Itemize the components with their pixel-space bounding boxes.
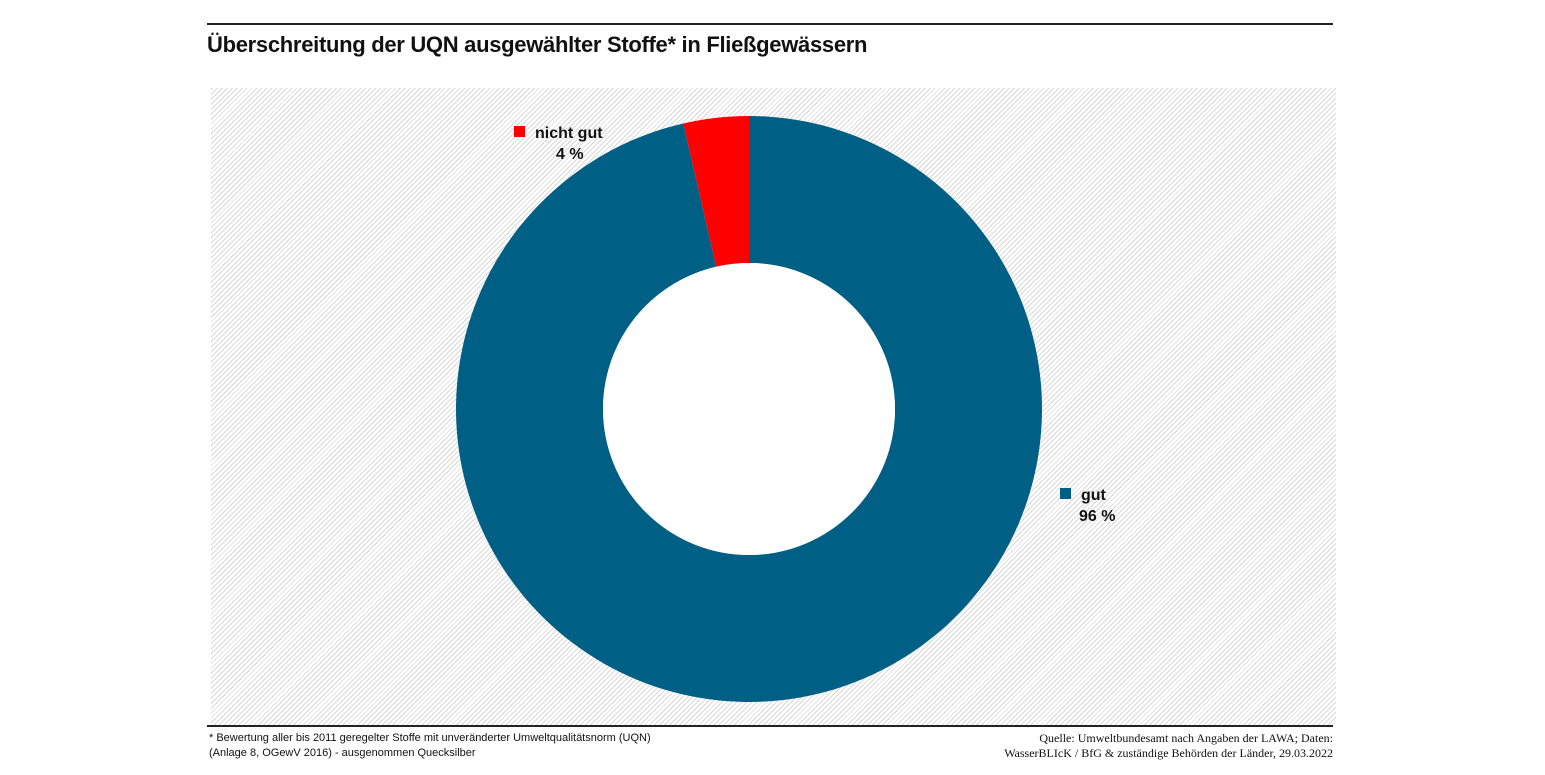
donut-hole bbox=[603, 263, 895, 555]
legend-swatch-gut bbox=[1060, 488, 1071, 499]
footnote: * Bewertung aller bis 2011 geregelter St… bbox=[209, 731, 651, 761]
source-note: Quelle: Umweltbundesamt nach Angaben der… bbox=[1004, 731, 1333, 761]
legend-swatch-nicht-gut bbox=[514, 126, 525, 137]
legend-nicht-gut: nicht gut 4 % bbox=[514, 123, 603, 165]
bottom-rule bbox=[207, 725, 1333, 727]
label-nicht-gut: nicht gut bbox=[535, 125, 603, 142]
legend-gut: gut 96 % bbox=[1060, 485, 1115, 527]
label-gut: gut bbox=[1081, 487, 1106, 504]
value-label-gut: 96 % bbox=[1079, 508, 1116, 525]
source-line: WasserBLIcK / BfG & zuständige Behörden … bbox=[1004, 746, 1333, 760]
footnote-line: * Bewertung aller bis 2011 geregelter St… bbox=[209, 732, 651, 744]
chart-title: Überschreitung der UQN ausgewählter Stof… bbox=[207, 32, 868, 57]
slice-gut bbox=[456, 116, 1043, 702]
source-line: Quelle: Umweltbundesamt nach Angaben der… bbox=[1039, 731, 1333, 745]
slice-nicht-gut bbox=[683, 116, 749, 267]
footnote-line: (Anlage 8, OGewV 2016) - ausgenommen Que… bbox=[209, 747, 476, 759]
top-rule bbox=[207, 23, 1333, 25]
value-label-nicht-gut: 4 % bbox=[556, 146, 584, 163]
